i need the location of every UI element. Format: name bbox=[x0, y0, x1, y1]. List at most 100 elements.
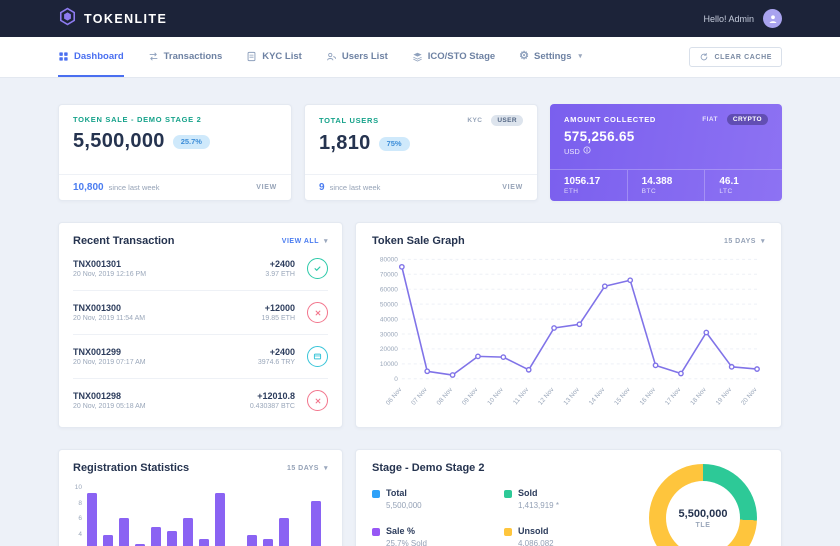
token-sale-card: TOKEN SALE - DEMO STAGE 2 5,500,000 25.7… bbox=[58, 104, 292, 201]
period-label: 15 DAYS bbox=[723, 237, 756, 245]
legend-label: Sold bbox=[518, 488, 538, 498]
tx-value: 0.430387 BTC bbox=[249, 403, 295, 410]
chevron-down-icon: ▾ bbox=[323, 465, 328, 472]
tab-kyc[interactable]: KYC bbox=[467, 117, 483, 124]
tx-amount: +2400 bbox=[269, 259, 295, 269]
table-row[interactable]: TNX001299 20 Nov, 2019 07:17 AM +2400 3974… bbox=[73, 335, 328, 379]
nav-item-ico-sto-stage[interactable]: ICO/STO Stage bbox=[412, 37, 495, 77]
nav-label: Dashboard bbox=[74, 50, 124, 62]
token-sale-value: 5,500,000 bbox=[73, 130, 165, 152]
token-sale-card-footer: 10,800 since last week VIEW bbox=[59, 174, 291, 200]
chevron-down-icon: ▾ bbox=[323, 238, 328, 245]
currency-label: USD bbox=[564, 146, 580, 156]
recent-transactions-card: Recent Transaction VIEW ALL ▾ TNX001301 2… bbox=[58, 222, 343, 428]
avatar[interactable] bbox=[763, 9, 782, 28]
tx-amount: +12010.8 bbox=[257, 391, 295, 401]
view-link[interactable]: VIEW bbox=[256, 184, 277, 191]
clear-cache-button[interactable]: CLEAR CACHE bbox=[689, 47, 782, 67]
nav-item-users-list[interactable]: Users List bbox=[326, 37, 388, 77]
nav-label: Transactions bbox=[163, 50, 223, 62]
main-nav: Dashboard Transactions KYC List Users Li… bbox=[0, 37, 840, 78]
tab-fiat[interactable]: FIAT bbox=[702, 116, 718, 123]
token-sale-card-top: TOKEN SALE - DEMO STAGE 2 5,500,000 25.7… bbox=[59, 105, 291, 174]
status-icon bbox=[307, 346, 328, 367]
amount-card-top: AMOUNT COLLECTED FIAT CRYPTO 575,256.65 … bbox=[550, 104, 782, 169]
legend-value: 25.7% Sold bbox=[386, 539, 427, 546]
table-row[interactable]: TNX001300 20 Nov, 2019 11:54 AM +12000 19.… bbox=[73, 291, 328, 335]
tab-crypto[interactable]: CRYPTO bbox=[726, 114, 768, 125]
table-row[interactable]: TNX001301 20 Nov, 2019 12:16 PM +2400 3.97… bbox=[73, 247, 328, 291]
gear-icon: ⚙ bbox=[519, 49, 530, 62]
svg-text:60000: 60000 bbox=[380, 287, 398, 294]
total-users-card-top: TOTAL USERS KYC USER 1,810 75% bbox=[305, 105, 537, 174]
legend-item-sale-percent: Sale % 25.7% Sold bbox=[372, 526, 490, 546]
svg-text:08 Nov: 08 Nov bbox=[436, 386, 455, 407]
stage-card: Stage - Demo Stage 2 Total 5,500,000 Sold… bbox=[355, 449, 782, 546]
table-row[interactable]: TNX001298 20 Nov, 2019 05:18 AM +12010.8 0… bbox=[73, 379, 328, 422]
nav-label: Settings bbox=[534, 50, 572, 62]
card-title: TOTAL USERS bbox=[319, 116, 379, 125]
status-icon bbox=[307, 258, 328, 279]
users-icon bbox=[326, 51, 337, 62]
period-label: 15 DAYS bbox=[286, 464, 319, 472]
tx-date: 20 Nov, 2019 07:17 AM bbox=[73, 359, 146, 366]
legend-swatch bbox=[504, 490, 512, 498]
breakdown-eth: 1056.17 ETH bbox=[550, 170, 627, 201]
view-all-link[interactable]: VIEW ALL ▾ bbox=[281, 237, 328, 246]
svg-text:40000: 40000 bbox=[380, 316, 398, 323]
crypto-breakdown: 1056.17 ETH 14.388 BTC 46.1 LTC bbox=[550, 169, 782, 201]
nav-item-dashboard[interactable]: Dashboard bbox=[58, 37, 124, 77]
token-sale-graph-card: Token Sale Graph 15 DAYS ▾ 0 10000 20000 30… bbox=[355, 222, 782, 428]
legend-swatch bbox=[372, 528, 380, 536]
svg-text:06 Nov: 06 Nov bbox=[385, 386, 404, 407]
middle-row: Recent Transaction VIEW ALL ▾ TNX001301 2… bbox=[58, 222, 782, 428]
svg-text:13 Nov: 13 Nov bbox=[562, 386, 581, 407]
topbar-right: Hello! Admin bbox=[703, 9, 782, 28]
tx-amount: +2400 bbox=[269, 347, 295, 357]
svg-text:09 Nov: 09 Nov bbox=[461, 386, 480, 407]
layers-icon bbox=[412, 51, 423, 62]
period-selector[interactable]: 15 DAYS ▾ bbox=[723, 237, 765, 246]
svg-text:10000: 10000 bbox=[380, 361, 398, 368]
tab-user[interactable]: USER bbox=[491, 115, 523, 126]
currency-tabs: FIAT CRYPTO bbox=[696, 114, 768, 125]
file-list-icon bbox=[246, 51, 257, 62]
refresh-icon bbox=[699, 52, 709, 62]
nav-item-settings[interactable]: ⚙ Settings ▾ bbox=[519, 37, 582, 77]
total-users-card-footer: 9 since last week VIEW bbox=[305, 174, 537, 200]
bar-chart-bars bbox=[87, 484, 328, 546]
legend-swatch bbox=[372, 490, 380, 498]
brand-logo[interactable]: TOKENLITE bbox=[58, 7, 167, 31]
breakdown-btc: 14.388 BTC bbox=[626, 170, 705, 201]
svg-text:12 Nov: 12 Nov bbox=[537, 386, 556, 407]
svg-text:20 Nov: 20 Nov bbox=[740, 386, 759, 407]
legend-label: Total bbox=[386, 488, 407, 498]
delta-value: 9 bbox=[319, 182, 325, 193]
view-link[interactable]: VIEW bbox=[502, 184, 523, 191]
legend-item-sold: Sold 1,413,919 * bbox=[504, 488, 622, 510]
legend-value: 4,086,082 bbox=[518, 539, 554, 546]
tx-value: 3974.6 TRY bbox=[257, 359, 295, 366]
nav-item-transactions[interactable]: Transactions bbox=[148, 37, 223, 77]
period-selector[interactable]: 15 DAYS ▾ bbox=[286, 464, 328, 473]
nav-item-kyc-list[interactable]: KYC List bbox=[246, 37, 302, 77]
transactions-list: TNX001301 20 Nov, 2019 12:16 PM +2400 3.97… bbox=[73, 247, 328, 422]
topbar: TOKENLITE Hello! Admin bbox=[0, 0, 840, 37]
svg-text:15 Nov: 15 Nov bbox=[613, 386, 632, 407]
svg-text:17 Nov: 17 Nov bbox=[664, 386, 683, 407]
tx-id: TNX001299 bbox=[73, 347, 122, 357]
legend-value: 5,500,000 bbox=[386, 501, 422, 510]
status-icon bbox=[307, 390, 328, 411]
brand-name: TOKENLITE bbox=[84, 11, 168, 26]
registration-statistics-card: Registration Statistics 15 DAYS ▾ 108642… bbox=[58, 449, 343, 546]
amount-currency: USD bbox=[564, 146, 768, 156]
view-all-label: VIEW ALL bbox=[281, 237, 319, 245]
donut-center-value: 5,500,000 bbox=[678, 507, 728, 520]
donut-center: 5,500,000 TLE bbox=[666, 481, 740, 546]
swap-icon bbox=[148, 51, 159, 62]
bottom-row: Registration Statistics 15 DAYS ▾ 108642… bbox=[58, 449, 782, 546]
svg-text:11 Nov: 11 Nov bbox=[512, 386, 531, 406]
card-title: Token Sale Graph bbox=[372, 235, 465, 247]
clear-cache-label: CLEAR CACHE bbox=[714, 53, 772, 61]
stage-legend: Total 5,500,000 Sold 1,413,919 * Sale % 25.… bbox=[372, 488, 622, 546]
